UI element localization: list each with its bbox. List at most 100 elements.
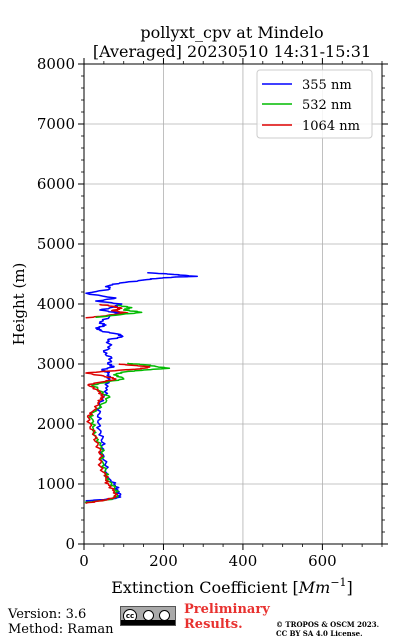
data-point — [115, 496, 117, 498]
data-point — [99, 453, 101, 455]
data-point — [121, 303, 123, 305]
data-point — [113, 366, 115, 368]
data-point — [109, 396, 111, 398]
legend-label-355: 355 nm — [302, 78, 352, 93]
data-point — [158, 277, 161, 279]
series-532-nm — [84, 362, 171, 504]
data-point — [123, 378, 125, 380]
axis-ticks: 0 200 400 600010002000300040005000600070008… — [37, 55, 388, 570]
data-point — [95, 500, 97, 502]
data-point — [85, 317, 87, 319]
y-tick-label: 0 — [65, 535, 75, 553]
x-tick-label: 400 — [229, 552, 258, 570]
series-line — [95, 304, 143, 318]
legend-label-1064: 1064 nm — [302, 119, 360, 134]
data-point — [112, 489, 114, 491]
data-point — [88, 417, 90, 419]
data-point — [99, 405, 101, 407]
copyright-line2: CC BY SA 4.0 License. — [276, 629, 363, 638]
data-point — [85, 500, 87, 502]
data-point — [120, 494, 122, 496]
data-point — [105, 324, 107, 326]
series-line — [85, 363, 151, 504]
data-point — [113, 305, 115, 307]
y-axis-label: Height (m) — [10, 263, 28, 346]
cc-badge-strip — [121, 620, 175, 625]
y-tick-label: 3000 — [37, 355, 75, 373]
data-point — [196, 275, 198, 277]
data-point — [174, 276, 176, 278]
data-point — [114, 489, 116, 491]
y-tick-label: 4000 — [37, 295, 75, 313]
chart-title: pollyxt_cpv at Mindelo — [140, 23, 323, 42]
x-tick-label: 0 — [79, 552, 89, 570]
data-point — [117, 333, 119, 335]
data-point — [108, 483, 110, 485]
data-point — [131, 307, 133, 309]
data-point — [102, 471, 104, 473]
data-point — [111, 357, 113, 359]
data-point — [143, 369, 145, 371]
data-point — [115, 297, 117, 299]
data-point — [109, 288, 111, 290]
data-point — [143, 364, 145, 366]
data-point — [105, 477, 107, 479]
data-point — [87, 384, 89, 386]
data-point — [166, 273, 168, 275]
data-point — [97, 414, 99, 416]
data-point — [100, 462, 102, 464]
data-point — [99, 321, 101, 323]
data-point — [98, 423, 100, 425]
series-1064-nm — [85, 363, 151, 504]
data-point — [168, 367, 170, 369]
data-point — [107, 285, 109, 287]
method-text: Method: Raman — [8, 622, 114, 637]
x-axis-label-text: Extinction Coefficient — [111, 578, 288, 597]
legend-label-532: 532 nm — [302, 98, 352, 113]
data-point — [119, 314, 121, 316]
data-point — [103, 375, 105, 377]
data-point — [103, 459, 105, 461]
data-point — [147, 272, 149, 274]
data-point — [101, 330, 103, 332]
data-point — [117, 496, 119, 498]
data-point — [107, 339, 109, 341]
data-point — [91, 411, 93, 413]
x-tick-label: 600 — [308, 552, 337, 570]
data-point — [107, 372, 109, 374]
data-point — [105, 387, 107, 389]
data-point — [107, 499, 109, 501]
data-point — [94, 435, 96, 437]
data-point — [111, 310, 113, 312]
x-tick-label: 200 — [149, 552, 178, 570]
data-point — [123, 309, 125, 311]
data-point — [95, 300, 97, 302]
data-point — [111, 483, 113, 485]
legend-box — [256, 69, 373, 139]
data-point — [119, 282, 121, 284]
series-layer — [84, 272, 198, 504]
data-point — [99, 304, 101, 306]
data-point — [113, 483, 115, 485]
version-text: Version: 3.6 — [8, 607, 87, 622]
data-point — [95, 316, 97, 318]
y-tick-label: 5000 — [37, 235, 75, 253]
x-axis-label: Extinction Coefficient [Mm−1] — [111, 576, 353, 597]
data-point — [131, 364, 133, 366]
data-point — [92, 426, 94, 428]
data-point — [101, 381, 103, 383]
data-point — [97, 402, 99, 404]
y-tick-label: 8000 — [37, 55, 75, 73]
data-point — [89, 426, 91, 428]
data-point — [107, 363, 109, 365]
y-tick-label: 2000 — [37, 415, 75, 433]
y-tick-label: 1000 — [37, 475, 75, 493]
preliminary-line2: Results. — [184, 617, 243, 632]
data-point — [154, 365, 157, 367]
data-point — [109, 345, 111, 347]
data-point — [121, 336, 123, 338]
data-point — [107, 381, 109, 383]
data-point — [95, 327, 97, 329]
series-532-nm-upper — [95, 304, 143, 318]
copyright-line1: © TROPOS & OSCM 2023. — [276, 620, 380, 629]
